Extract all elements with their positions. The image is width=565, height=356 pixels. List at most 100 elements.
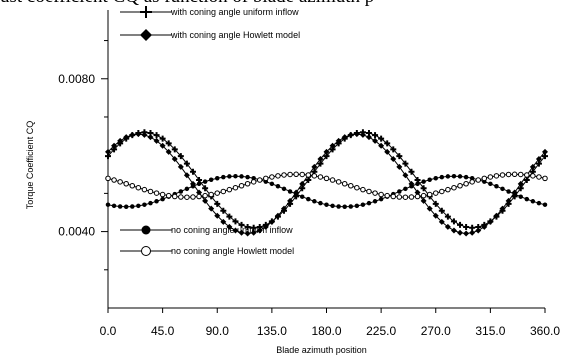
data-point <box>511 171 518 178</box>
data-point <box>190 183 196 189</box>
data-point <box>226 186 233 193</box>
data-point <box>432 212 439 219</box>
data-point <box>178 189 184 194</box>
data-point <box>287 189 293 194</box>
data-point <box>117 137 124 144</box>
data-point <box>517 171 524 178</box>
data-point <box>111 177 117 183</box>
data-point <box>451 173 457 179</box>
data-point <box>335 179 342 185</box>
data-point <box>402 172 409 179</box>
data-point <box>450 218 457 225</box>
data-point <box>250 179 257 185</box>
data-point <box>220 188 227 195</box>
data-point <box>397 189 402 194</box>
data-point <box>129 131 136 138</box>
data-point <box>463 174 469 180</box>
data-point <box>111 142 118 149</box>
axes: 0.0 45.0 90.0 135.0 180.0 225.0 270.0 315.0 360.… <box>25 10 560 355</box>
x-tick-label: 90.0 <box>206 324 230 338</box>
data-point <box>172 193 178 200</box>
data-point <box>220 218 227 225</box>
series-3 <box>105 171 548 200</box>
data-point <box>196 193 202 200</box>
data-point <box>378 191 384 198</box>
data-point <box>396 153 403 160</box>
y-tick-label: 0.0040 <box>58 225 95 239</box>
data-point <box>171 156 178 162</box>
data-point <box>535 156 542 162</box>
data-point <box>505 171 512 178</box>
data-point <box>451 184 457 191</box>
data-point <box>275 173 281 179</box>
data-point <box>136 203 141 209</box>
data-point <box>171 146 178 153</box>
data-point <box>165 192 172 199</box>
data-point <box>202 179 208 184</box>
x-tick-label: 45.0 <box>151 324 175 338</box>
y-tick-label: 0.0080 <box>58 72 95 86</box>
data-point <box>323 148 330 155</box>
data-point <box>105 202 111 207</box>
data-point <box>348 204 354 209</box>
data-point <box>390 193 397 200</box>
data-point <box>457 174 463 179</box>
data-point <box>487 174 494 180</box>
data-point <box>189 168 196 175</box>
data-point <box>378 142 385 149</box>
data-point <box>154 199 159 204</box>
data-point <box>214 190 220 196</box>
data-point <box>360 202 366 207</box>
data-point <box>226 213 233 220</box>
data-point <box>433 190 439 196</box>
data-point <box>306 196 311 202</box>
data-point <box>232 184 239 191</box>
legend-marker <box>141 225 151 235</box>
data-point <box>384 148 391 155</box>
data-point <box>432 200 439 207</box>
data-point <box>196 181 202 187</box>
data-point <box>427 177 432 183</box>
data-point <box>141 186 148 193</box>
data-point <box>299 171 305 178</box>
data-point <box>256 227 263 234</box>
data-point <box>366 188 372 195</box>
data-point <box>123 134 130 141</box>
data-point <box>293 171 299 178</box>
data-point <box>372 137 379 144</box>
data-point <box>372 199 378 204</box>
data-point <box>329 177 336 183</box>
data-point <box>184 194 190 200</box>
data-point <box>512 191 517 197</box>
x-tick-label: 225.0 <box>366 324 396 338</box>
data-point <box>542 202 548 207</box>
data-point <box>226 223 233 230</box>
data-point <box>220 207 227 214</box>
data-point <box>183 172 190 179</box>
legend-text: no coning angle Howlett model <box>171 246 294 256</box>
data-point <box>420 197 427 204</box>
data-point <box>202 192 208 199</box>
data-point <box>420 192 427 199</box>
data-point <box>232 218 239 225</box>
data-point <box>475 177 481 183</box>
data-point <box>493 173 500 179</box>
data-point <box>165 140 172 147</box>
data-point <box>178 194 184 200</box>
data-point <box>245 174 250 180</box>
data-point <box>341 181 348 187</box>
data-point <box>505 197 512 204</box>
data-point <box>403 186 408 192</box>
data-point <box>263 175 269 182</box>
data-point <box>165 148 172 155</box>
data-point <box>238 182 245 189</box>
data-point <box>153 190 160 196</box>
data-point <box>250 229 257 236</box>
data-point <box>317 174 324 180</box>
data-point <box>469 179 475 185</box>
data-point <box>341 134 348 141</box>
series-layer <box>105 129 548 237</box>
data-point <box>135 131 142 138</box>
data-point <box>408 168 415 175</box>
data-point <box>196 189 203 196</box>
